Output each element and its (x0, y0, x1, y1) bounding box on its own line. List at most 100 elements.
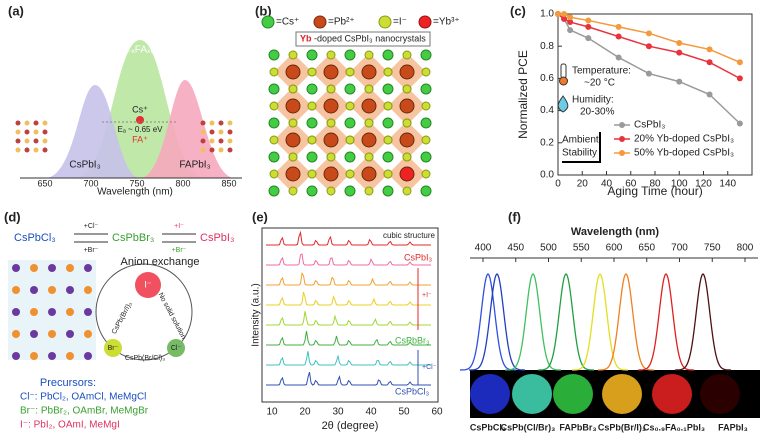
legend-swatch (261, 15, 275, 29)
sample-label: CsPb(Br/I)₃ (598, 422, 646, 432)
lattice-atom (218, 147, 224, 153)
label: +I⁻ (422, 292, 432, 299)
crystal-atom (48, 264, 56, 272)
x-tick-label: 0 (555, 179, 561, 190)
label: Cl⁻: PbCl₂, OAmCl, MeMgCl (20, 392, 146, 403)
i-atom (364, 152, 374, 162)
pl-spectrum (459, 273, 517, 371)
x-tick-label: 20 (299, 407, 311, 418)
point (567, 14, 574, 21)
x-tick-label: 30 (332, 407, 344, 418)
lattice-atom (42, 147, 48, 153)
cs-atom (268, 151, 280, 163)
lattice-atom (42, 120, 48, 126)
i-atom (402, 186, 412, 196)
i-atom (326, 50, 336, 60)
point (645, 43, 652, 50)
pb-atom (399, 132, 415, 148)
crystal-atom (66, 308, 74, 316)
i-atom (269, 67, 279, 77)
cs-atom (306, 151, 318, 163)
cs-atom (420, 117, 432, 129)
y-tick-label: 1.0 (540, 9, 554, 20)
x-tick-label: 50 (398, 407, 410, 418)
x-tick-label: 750 (129, 178, 144, 188)
crystal-atom (84, 264, 92, 272)
i-atom (288, 152, 298, 162)
lattice-atom (24, 147, 30, 153)
x-tick-label: 550 (573, 243, 590, 254)
i-atom (421, 67, 431, 77)
panel-label: (a) (8, 3, 24, 18)
i-atom (383, 169, 393, 179)
label: Eₐ ~ 0.65 eV (117, 125, 163, 134)
vial-photo (512, 374, 552, 414)
i-atom (345, 135, 355, 145)
x-tick-label: 140 (719, 179, 736, 190)
y-tick-label: 0.8 (540, 41, 554, 52)
legend-label: =Cs⁺ (276, 17, 299, 28)
i-atom (269, 135, 279, 145)
crystal-atom (12, 308, 20, 316)
i-atom (364, 50, 374, 60)
pb-atom (285, 64, 301, 80)
point (555, 11, 561, 17)
cs-atom (268, 83, 280, 95)
pb-atom (399, 64, 415, 80)
label: +Cl⁻ (422, 364, 437, 371)
axis-label: Wavelength (nm) (97, 187, 173, 198)
i-atom (402, 84, 412, 94)
crystal-atom (66, 286, 74, 294)
cs-atom (420, 151, 432, 163)
lattice-atom (33, 138, 39, 144)
xrd-trace (266, 230, 431, 246)
pl-spectrum (468, 273, 526, 371)
pb-atom (399, 98, 415, 114)
cs-atom (382, 117, 394, 129)
pb-atom (323, 64, 339, 80)
i-atom (402, 50, 412, 60)
x-tick-label: 10 (266, 407, 278, 418)
label: FA⁺ (132, 134, 148, 144)
label: +Br⁻ (172, 247, 187, 254)
x-tick-label: 60 (625, 179, 637, 190)
x-tick-label: 700 (671, 243, 688, 254)
panel-label: (d) (4, 209, 21, 224)
pb-atom (323, 166, 339, 182)
lattice-atom (200, 138, 206, 144)
lattice-atom (218, 138, 224, 144)
crystal-atom (12, 286, 20, 294)
crystal-atom (84, 286, 92, 294)
cs-atom (344, 117, 356, 129)
i-atom (364, 118, 374, 128)
point (585, 23, 592, 30)
point (561, 11, 568, 17)
legend-swatch (313, 15, 327, 29)
i-atom (364, 186, 374, 196)
lattice-atom (24, 129, 30, 135)
cs-atom (268, 117, 280, 129)
legend-label: =I⁻ (393, 17, 407, 28)
y-tick-label: 0.4 (540, 105, 554, 116)
x-tick-label: 750 (704, 243, 721, 254)
crystal-atom (30, 308, 38, 316)
lattice-atom (24, 120, 30, 126)
point (736, 75, 743, 82)
point (676, 39, 683, 46)
i-atom (307, 101, 317, 111)
i-atom (402, 118, 412, 128)
label: CsPbBr₃ (395, 335, 430, 345)
cs-atom (344, 83, 356, 95)
point (706, 46, 713, 53)
yb-atom (399, 166, 415, 182)
i-atom (288, 118, 298, 128)
crystal-atom (66, 352, 74, 360)
label: Cs⁺ (132, 104, 148, 114)
label: CsPbBr₃ (112, 232, 154, 244)
lattice-atom (15, 129, 21, 135)
point (615, 23, 622, 30)
i-atom (307, 135, 317, 145)
legend-marker (619, 150, 625, 156)
cs-atom (382, 151, 394, 163)
axis-label: Normalized PCE (516, 50, 530, 139)
